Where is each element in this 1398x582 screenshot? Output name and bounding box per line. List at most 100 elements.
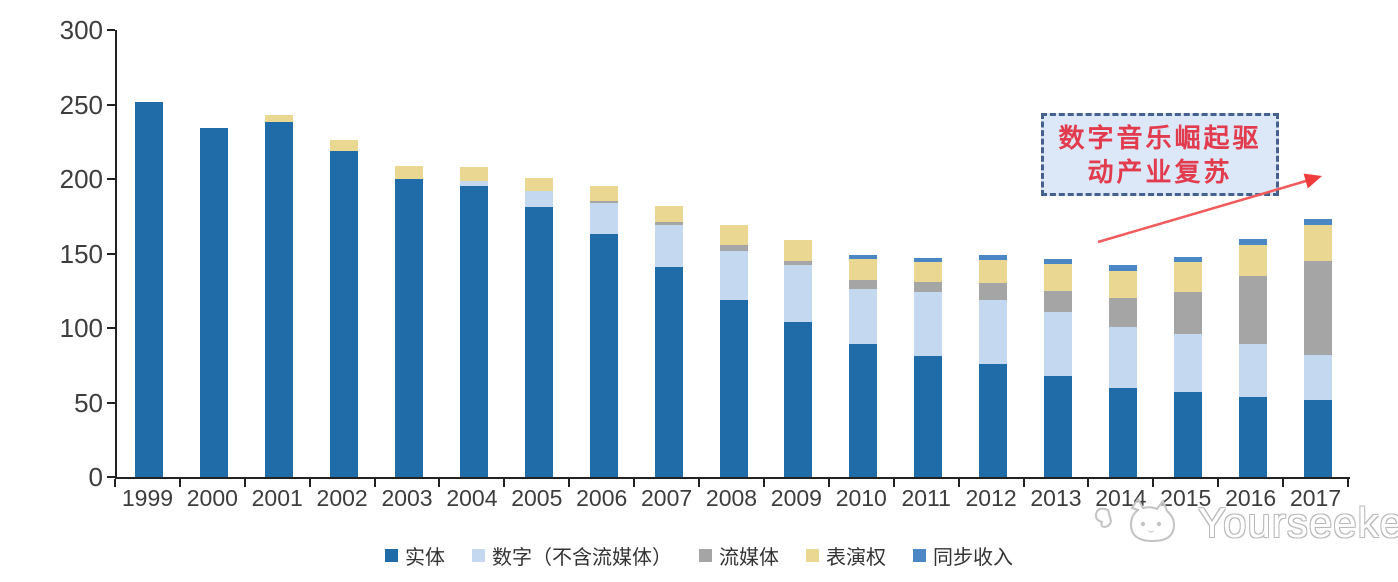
bar-segment-表演权 — [979, 259, 1008, 284]
bar-2012 — [979, 255, 1008, 477]
y-tick-label: 250 — [59, 89, 103, 120]
legend-item-同步收入: 同步收入 — [913, 541, 1013, 570]
bar-segment-数字（不含流媒体） — [654, 225, 683, 267]
y-tick-mark — [107, 476, 115, 478]
legend-swatch — [699, 549, 712, 562]
watermark: Yourseeker — [1094, 496, 1398, 550]
x-tick-mark — [114, 479, 116, 487]
bar-2010 — [849, 255, 878, 477]
legend-swatch — [385, 549, 398, 562]
bar-segment-实体 — [979, 363, 1008, 477]
bar-2002 — [330, 140, 359, 477]
bar-segment-数字（不含流媒体） — [719, 250, 748, 300]
x-tick-label: 2000 — [186, 485, 238, 511]
bar-segment-数字（不含流媒体） — [784, 265, 813, 323]
x-tick-label: 2015 — [1160, 485, 1212, 511]
x-tick-mark — [308, 479, 311, 487]
bar-2011 — [914, 258, 943, 477]
x-tick-label: 2010 — [835, 485, 887, 511]
bar-2006 — [589, 186, 618, 477]
bar-2016 — [1238, 238, 1267, 477]
x-tick-label: 2012 — [965, 485, 1017, 511]
annotation-callout: 数字音乐崛起驱 动产业复苏 — [1041, 113, 1279, 196]
bar-segment-表演权 — [1173, 262, 1202, 293]
bar-segment-实体 — [1303, 399, 1332, 477]
bar-segment-实体 — [719, 299, 748, 477]
y-tick-mark — [107, 252, 115, 255]
y-tick-mark — [107, 327, 115, 329]
y-tick-label: 50 — [74, 387, 103, 418]
y-tick-mark — [107, 401, 115, 404]
bar-segment-流媒体 — [719, 244, 748, 251]
chart-legend: 实体 数字（不含流媒体） 流媒体 表演权 同步收入 — [0, 541, 1398, 570]
legend-swatch — [472, 549, 485, 562]
bar-segment-实体 — [330, 150, 359, 477]
bar-segment-实体 — [395, 179, 424, 477]
x-tick-label: 2006 — [576, 485, 628, 511]
x-tick-mark — [633, 479, 636, 487]
bar-segment-表演权 — [1108, 271, 1137, 299]
x-tick-mark — [827, 479, 830, 487]
legend-label: 数字（不含流媒体） — [492, 547, 672, 569]
x-tick-mark — [892, 479, 895, 487]
x-tick-mark — [438, 479, 441, 487]
x-tick-label: 2009 — [770, 485, 822, 511]
bar-segment-实体 — [849, 344, 878, 477]
x-tick-label: 2017 — [1289, 485, 1342, 511]
bar-segment-数字（不含流媒体） — [1238, 344, 1267, 397]
bar-segment-流媒体 — [1043, 290, 1072, 312]
bar-segment-流媒体 — [589, 201, 618, 203]
watermark-text: Yourseeker — [1198, 499, 1398, 546]
bar-segment-表演权 — [849, 259, 878, 281]
x-tick-label: 2007 — [641, 485, 693, 511]
bar-segment-数字（不含流媒体） — [459, 180, 488, 187]
legend-swatch — [913, 549, 926, 562]
bar-segment-流媒体 — [784, 260, 813, 266]
bar-2014 — [1108, 265, 1137, 477]
bar-segment-数字（不含流媒体） — [1108, 326, 1137, 388]
y-tick-mark — [107, 178, 115, 180]
bar-segment-表演权 — [395, 165, 424, 179]
bar-segment-实体 — [1043, 375, 1072, 477]
bar-segment-同步收入 — [1173, 256, 1202, 263]
bar-segment-同步收入 — [979, 255, 1008, 260]
x-tick-mark — [1152, 479, 1155, 487]
bar-segment-流媒体 — [979, 283, 1008, 300]
bar-segment-数字（不含流媒体） — [589, 202, 618, 235]
x-tick-label: 2008 — [705, 485, 758, 511]
bar-segment-同步收入 — [1043, 259, 1072, 264]
stacked-bar-chart — [115, 30, 1350, 479]
bar-segment-流媒体 — [849, 280, 878, 290]
bar-segment-实体 — [784, 322, 813, 477]
bar-2015 — [1173, 256, 1202, 477]
legend-label: 流媒体 — [719, 547, 779, 569]
bar-segment-流媒体 — [654, 222, 683, 226]
x-tick-mark — [1217, 479, 1220, 487]
x-tick-mark — [243, 479, 246, 487]
x-tick-label: 2004 — [446, 485, 498, 511]
cat-face-logo-icon — [1094, 497, 1176, 543]
bar-segment-表演权 — [589, 186, 618, 202]
bar-segment-实体 — [914, 356, 943, 477]
bar-segment-实体 — [654, 266, 683, 477]
x-tick-mark — [1282, 479, 1285, 487]
x-tick-mark — [178, 479, 181, 487]
bar-segment-同步收入 — [914, 258, 943, 263]
bar-segment-同步收入 — [849, 255, 878, 260]
bar-segment-流媒体 — [914, 281, 943, 293]
bar-segment-数字（不含流媒体） — [849, 289, 878, 345]
x-tick-label: 2001 — [251, 485, 303, 511]
bar-segment-数字（不含流媒体） — [979, 299, 1008, 364]
bar-segment-表演权 — [784, 240, 813, 261]
bar-segment-实体 — [200, 128, 229, 477]
x-tick-label: 2005 — [511, 485, 563, 511]
x-tick-label: 2013 — [1030, 485, 1082, 511]
bar-segment-表演权 — [330, 140, 359, 151]
bar-segment-表演权 — [524, 177, 553, 191]
y-tick-label: 100 — [59, 313, 103, 343]
bar-2013 — [1043, 259, 1072, 477]
bar-segment-表演权 — [1238, 244, 1267, 276]
bar-segment-流媒体 — [1173, 292, 1202, 334]
x-tick-mark — [373, 479, 376, 487]
x-tick-mark — [1022, 479, 1025, 487]
